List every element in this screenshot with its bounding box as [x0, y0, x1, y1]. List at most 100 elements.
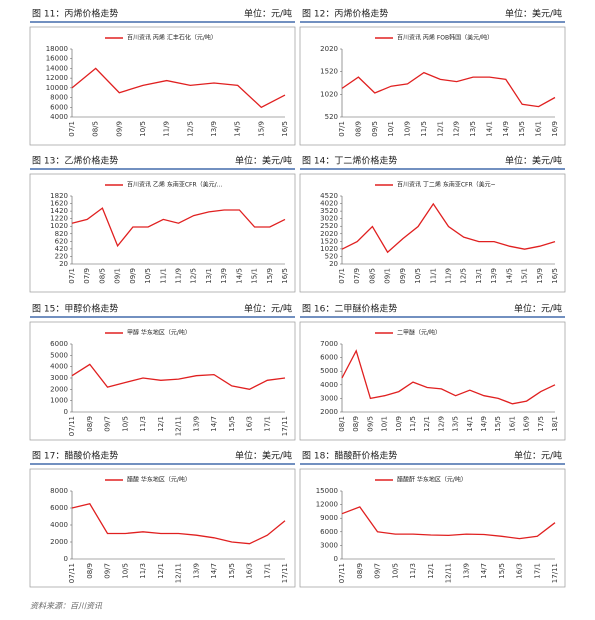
chart-frame	[29, 173, 296, 293]
panel-title: 图 15：甲醇价格走势	[32, 303, 118, 315]
x-tick-label: 11/9	[175, 268, 183, 284]
x-tick-label: 16/1	[535, 121, 543, 137]
x-tick-label: 10/9	[395, 416, 403, 432]
legend-label: 百川资讯 乙烯 东南亚CFR（美元/…	[127, 181, 223, 189]
x-tick-label: 12/5	[186, 121, 194, 137]
x-tick-label: 16/9	[523, 416, 531, 432]
legend-label: 百川资讯 丁二烯 东南亚CFR（美元~	[397, 181, 496, 189]
x-tick-label: 13/5	[469, 121, 477, 137]
x-tick-label: 09/1	[384, 268, 392, 284]
y-tick-label: 7000	[320, 340, 338, 348]
y-tick-label: 4000	[50, 363, 68, 371]
y-tick-label: 2000	[320, 408, 338, 416]
x-tick-label: 13/9	[192, 563, 200, 579]
legend-label: 二甲醚（元/吨）	[397, 329, 441, 337]
source-note: 资料来源：百川资讯	[30, 602, 103, 611]
y-tick-label: 1620	[50, 200, 68, 208]
y-tick-label: 5000	[50, 351, 68, 359]
x-tick-label: 12/1	[157, 563, 165, 579]
x-tick-label: 13/1	[205, 268, 213, 284]
x-tick-label: 11/1	[159, 268, 167, 284]
series-line	[71, 207, 286, 248]
x-tick-label: 16/3	[246, 563, 254, 579]
legend-label: 百川资讯 丙烯 汇丰石化（元/吨）	[127, 34, 217, 42]
chart-frame	[299, 26, 566, 146]
x-tick-label: 07/11	[338, 563, 346, 583]
y-tick-label: 4000	[320, 381, 338, 389]
x-tick-label: 12/1	[157, 416, 165, 432]
x-tick-label: 14/1	[466, 416, 474, 432]
x-tick-label: 09/9	[129, 268, 137, 284]
y-tick-label: 6000	[50, 504, 68, 512]
x-tick-label: 15/5	[518, 121, 526, 137]
chart-frame	[299, 173, 566, 293]
y-tick-label: 3020	[320, 215, 338, 223]
x-tick-label: 07/9	[83, 268, 91, 284]
x-tick-label: 07/1	[68, 121, 76, 137]
x-tick-label: 17/1	[263, 416, 271, 432]
x-tick-label: 11/5	[409, 416, 417, 432]
y-tick-label: 12000	[316, 501, 338, 509]
y-tick-label: 620	[55, 237, 68, 245]
x-tick-label: 17/11	[281, 416, 289, 436]
x-tick-label: 10/5	[144, 268, 152, 284]
x-tick-label: 14/7	[210, 563, 218, 579]
x-tick-label: 13/5	[452, 416, 460, 432]
x-tick-label: 08/9	[86, 416, 94, 432]
series-line	[71, 363, 286, 390]
x-tick-label: 12/11	[445, 563, 453, 583]
y-tick-label: 6000	[320, 528, 338, 536]
x-tick-label: 07/11	[68, 563, 76, 583]
series-line	[341, 71, 556, 108]
x-tick-label: 13/1	[475, 268, 483, 284]
x-tick-label: 08/1	[338, 416, 346, 432]
y-tick-label: 8000	[50, 487, 68, 495]
x-tick-label: 12/1	[427, 563, 435, 579]
panel-unit: 单位：美元/吨	[505, 155, 562, 167]
x-tick-label: 09/5	[371, 121, 379, 137]
chart-frame	[299, 321, 566, 441]
panel-unit: 单位：美元/吨	[235, 155, 292, 167]
x-tick-label: 09/7	[104, 416, 112, 432]
y-tick-label: 12000	[46, 74, 68, 82]
y-tick-label: 5000	[320, 367, 338, 375]
x-tick-label: 14/5	[235, 268, 243, 284]
x-tick-label: 09/7	[374, 563, 382, 579]
y-tick-label: 1520	[320, 68, 338, 76]
y-tick-label: 1020	[320, 90, 338, 98]
x-tick-label: 10/9	[404, 121, 412, 137]
x-tick-label: 09/7	[104, 563, 112, 579]
x-tick-label: 14/5	[234, 121, 242, 137]
panel-title: 图 14：丁二烯价格走势	[302, 155, 397, 167]
x-tick-label: 07/11	[68, 416, 76, 436]
x-tick-label: 11/3	[409, 563, 417, 579]
y-tick-label: 4020	[320, 200, 338, 208]
y-tick-label: 20	[59, 260, 68, 268]
x-tick-label: 13/9	[490, 268, 498, 284]
y-tick-label: 9000	[320, 514, 338, 522]
series-line	[341, 349, 556, 405]
x-tick-label: 09/5	[366, 416, 374, 432]
y-tick-label: 8000	[50, 94, 68, 102]
x-tick-label: 14/9	[502, 121, 510, 137]
y-tick-label: 2020	[320, 45, 338, 53]
x-tick-label: 15/5	[228, 416, 236, 432]
series-line	[71, 503, 286, 545]
y-tick-label: 3520	[320, 207, 338, 215]
panel-unit: 单位：美元/吨	[235, 450, 292, 462]
y-tick-label: 1820	[50, 192, 68, 200]
y-tick-label: 18000	[46, 45, 68, 53]
y-tick-label: 2020	[320, 230, 338, 238]
panel-title: 图 12：丙烯价格走势	[302, 8, 388, 20]
y-tick-label: 3000	[320, 541, 338, 549]
y-tick-label: 0	[64, 408, 68, 416]
panel-title: 图 13：乙烯价格走势	[32, 155, 118, 167]
x-tick-label: 09/1	[114, 268, 122, 284]
x-tick-label: 10/5	[391, 563, 399, 579]
x-tick-label: 07/1	[338, 268, 346, 284]
x-tick-label: 08/9	[352, 416, 360, 432]
series-line	[71, 67, 286, 109]
x-tick-label: 11/5	[420, 121, 428, 137]
chart-frame	[29, 468, 296, 588]
